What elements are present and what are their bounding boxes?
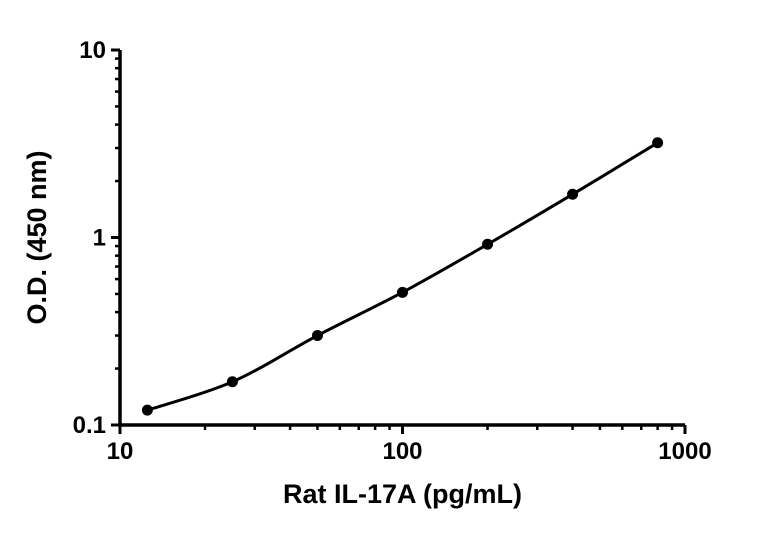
axis-line bbox=[118, 50, 685, 427]
y-tick-label: 0.1 bbox=[73, 412, 106, 439]
x-tick-label: 1000 bbox=[658, 438, 711, 465]
data-point bbox=[141, 404, 153, 416]
y-tick-label: 1 bbox=[93, 225, 106, 252]
data-point bbox=[226, 376, 238, 388]
data-point bbox=[567, 188, 579, 200]
y-axis-title: O.D. (450 nm) bbox=[22, 150, 52, 324]
x-tick-label: 10 bbox=[107, 438, 134, 465]
x-tick-label: 100 bbox=[382, 438, 422, 465]
x-axis-title: Rat IL-17A (pg/mL) bbox=[283, 479, 522, 509]
fit-curve bbox=[145, 141, 660, 412]
data-point bbox=[652, 137, 664, 149]
data-point bbox=[311, 330, 323, 342]
data-point bbox=[482, 238, 494, 250]
data-point bbox=[397, 286, 408, 298]
y-tick-label: 10 bbox=[79, 37, 106, 64]
